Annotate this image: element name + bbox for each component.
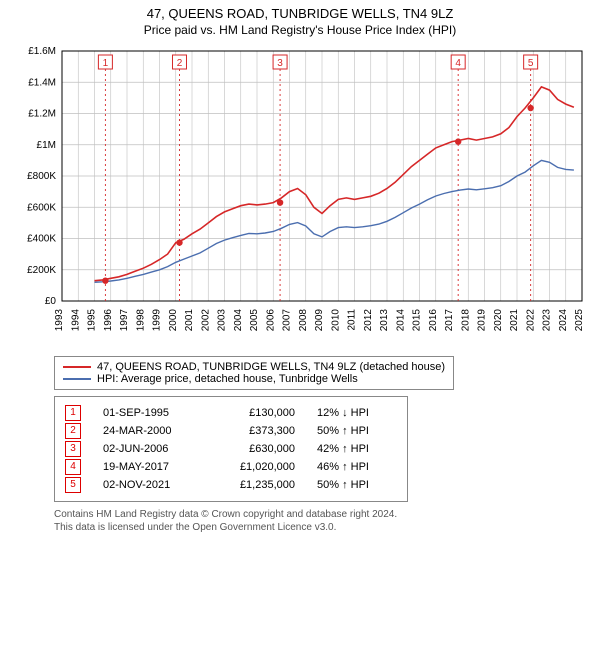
svg-text:2022: 2022 [525, 309, 536, 332]
svg-text:1997: 1997 [119, 309, 130, 332]
legend-swatch [63, 378, 91, 380]
row-pct: 50% ↑ HPI [317, 479, 397, 491]
svg-text:2013: 2013 [379, 309, 390, 332]
legend-label: 47, QUEENS ROAD, TUNBRIDGE WELLS, TN4 9L… [97, 361, 445, 373]
row-pct: 12% ↓ HPI [317, 407, 397, 419]
row-date: 01-SEP-1995 [103, 407, 193, 419]
svg-text:2025: 2025 [574, 309, 585, 332]
svg-text:2002: 2002 [200, 309, 211, 332]
svg-text:2000: 2000 [168, 309, 179, 332]
svg-text:2: 2 [177, 58, 183, 69]
row-pct: 50% ↑ HPI [317, 425, 397, 437]
svg-text:£400K: £400K [27, 234, 56, 245]
legend-item: HPI: Average price, detached house, Tunb… [63, 373, 445, 385]
svg-text:2010: 2010 [330, 309, 341, 332]
svg-text:£200K: £200K [27, 265, 56, 276]
row-pct: 42% ↑ HPI [317, 443, 397, 455]
svg-text:2011: 2011 [347, 309, 358, 331]
footer-line-1: Contains HM Land Registry data © Crown c… [54, 508, 590, 521]
svg-text:5: 5 [528, 58, 534, 69]
price-chart: £0 £200K £400K £600K £800K £1M £1.2M £1.4M £1.6M… [10, 43, 590, 348]
row-date: 02-JUN-2006 [103, 443, 193, 455]
svg-text:1999: 1999 [152, 309, 163, 332]
row-number-box: 3 [65, 441, 81, 457]
row-price: £130,000 [215, 407, 295, 419]
svg-text:1995: 1995 [87, 309, 98, 332]
svg-text:£600K: £600K [27, 202, 56, 213]
svg-text:1994: 1994 [70, 309, 81, 332]
svg-text:2023: 2023 [542, 309, 553, 332]
svg-text:2019: 2019 [477, 309, 488, 332]
table-row: 2 24-MAR-2000 £373,300 50% ↑ HPI [65, 423, 397, 439]
svg-text:2003: 2003 [217, 309, 228, 332]
row-pct: 46% ↑ HPI [317, 461, 397, 473]
transaction-table: 1 01-SEP-1995 £130,000 12% ↓ HPI 2 24-MAR-200… [54, 396, 408, 502]
row-number-box: 1 [65, 405, 81, 421]
row-price: £1,235,000 [215, 479, 295, 491]
svg-text:1993: 1993 [54, 309, 65, 332]
row-date: 02-NOV-2021 [103, 479, 193, 491]
svg-text:2021: 2021 [509, 309, 520, 332]
page-title: 47, QUEENS ROAD, TUNBRIDGE WELLS, TN4 9L… [10, 6, 590, 21]
svg-text:£0: £0 [45, 296, 57, 307]
svg-text:2006: 2006 [265, 309, 276, 332]
row-price: £373,300 [215, 425, 295, 437]
legend-swatch [63, 366, 91, 368]
svg-text:£1.2M: £1.2M [28, 109, 56, 120]
svg-text:2020: 2020 [493, 309, 504, 332]
svg-text:1: 1 [103, 58, 109, 69]
chart-container: 47, QUEENS ROAD, TUNBRIDGE WELLS, TN4 9L… [0, 0, 600, 542]
row-date: 24-MAR-2000 [103, 425, 193, 437]
row-number-box: 2 [65, 423, 81, 439]
row-price: £630,000 [215, 443, 295, 455]
legend: 47, QUEENS ROAD, TUNBRIDGE WELLS, TN4 9L… [54, 356, 454, 390]
svg-text:£800K: £800K [27, 171, 56, 182]
row-price: £1,020,000 [215, 461, 295, 473]
table-row: 1 01-SEP-1995 £130,000 12% ↓ HPI [65, 405, 397, 421]
svg-text:2024: 2024 [558, 309, 569, 332]
svg-text:2014: 2014 [395, 309, 406, 332]
svg-text:1996: 1996 [103, 309, 114, 332]
table-row: 3 02-JUN-2006 £630,000 42% ↑ HPI [65, 441, 397, 457]
footer-line-2: This data is licensed under the Open Gov… [54, 521, 590, 534]
svg-text:2018: 2018 [460, 309, 471, 332]
row-date: 19-MAY-2017 [103, 461, 193, 473]
svg-text:2015: 2015 [412, 309, 423, 332]
svg-text:2016: 2016 [428, 309, 439, 332]
row-number-box: 4 [65, 459, 81, 475]
svg-text:2001: 2001 [184, 309, 195, 332]
table-row: 4 19-MAY-2017 £1,020,000 46% ↑ HPI [65, 459, 397, 475]
svg-text:3: 3 [277, 58, 283, 69]
svg-text:£1M: £1M [37, 140, 56, 151]
svg-text:4: 4 [455, 58, 461, 69]
svg-text:2017: 2017 [444, 309, 455, 332]
legend-item: 47, QUEENS ROAD, TUNBRIDGE WELLS, TN4 9L… [63, 361, 445, 373]
svg-text:2004: 2004 [233, 309, 244, 332]
legend-label: HPI: Average price, detached house, Tunb… [97, 373, 358, 385]
chart-svg: £0 £200K £400K £600K £800K £1M £1.2M £1.4M £1.6M… [10, 43, 590, 343]
row-number-box: 5 [65, 477, 81, 493]
svg-text:£1.4M: £1.4M [28, 77, 56, 88]
svg-text:2012: 2012 [363, 309, 374, 332]
svg-text:2009: 2009 [314, 309, 325, 332]
svg-text:2007: 2007 [282, 309, 293, 332]
svg-text:2005: 2005 [249, 309, 260, 332]
page-subtitle: Price paid vs. HM Land Registry's House … [10, 23, 590, 37]
svg-text:1998: 1998 [135, 309, 146, 332]
table-row: 5 02-NOV-2021 £1,235,000 50% ↑ HPI [65, 477, 397, 493]
svg-text:2008: 2008 [298, 309, 309, 332]
svg-text:£1.6M: £1.6M [28, 46, 56, 57]
footer: Contains HM Land Registry data © Crown c… [54, 508, 590, 534]
